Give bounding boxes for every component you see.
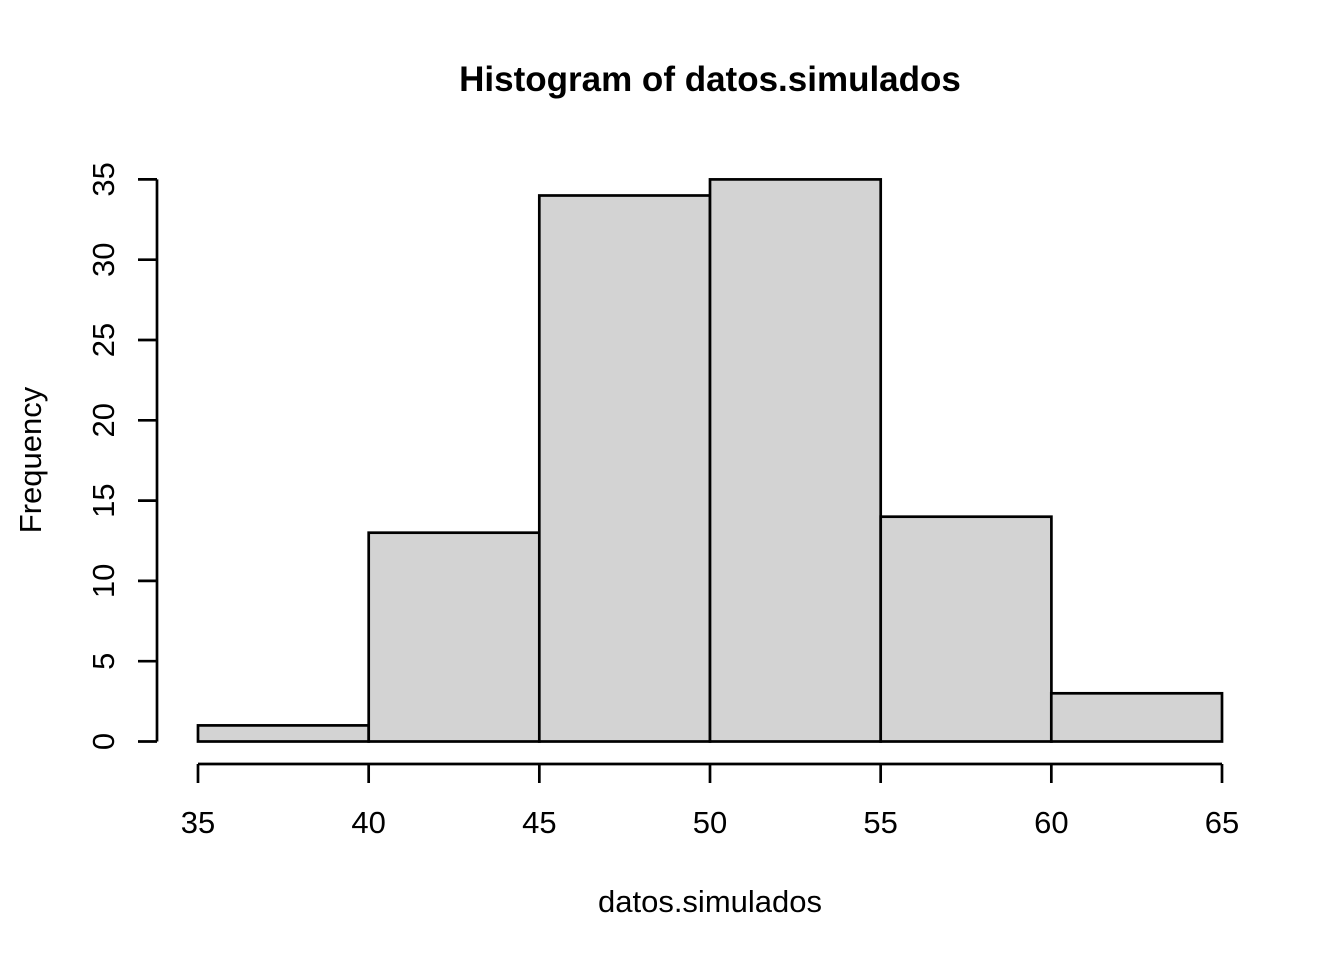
y-tick-label: 30 bbox=[86, 242, 121, 276]
y-axis-title: Frequency bbox=[13, 386, 48, 533]
chart-title: Histogram of datos.simulados bbox=[459, 60, 961, 99]
y-tick-label: 35 bbox=[86, 162, 121, 196]
y-tick-label: 5 bbox=[86, 653, 121, 670]
histogram-bar bbox=[1049, 691, 1224, 743]
x-tick-label: 55 bbox=[863, 805, 897, 840]
x-tick-label: 45 bbox=[522, 805, 556, 840]
histogram-bar bbox=[708, 178, 883, 743]
y-axis: 0 5 10 15 20 25 30 35 bbox=[86, 162, 159, 750]
x-axis-title: datos.simulados bbox=[598, 884, 822, 919]
histogram-bar bbox=[879, 515, 1053, 743]
x-tick-label: 40 bbox=[351, 805, 385, 840]
y-tick-label: 0 bbox=[86, 733, 121, 750]
x-axis: 35 40 45 50 55 60 65 bbox=[181, 762, 1239, 840]
y-tick-label: 25 bbox=[86, 323, 121, 357]
histogram-bar bbox=[196, 724, 371, 743]
histogram-bar bbox=[537, 194, 712, 743]
x-tick-label: 60 bbox=[1034, 805, 1068, 840]
x-tick-label: 35 bbox=[181, 805, 215, 840]
y-tick-label: 20 bbox=[86, 403, 121, 437]
histogram-bars bbox=[196, 178, 1224, 743]
x-tick-label: 65 bbox=[1205, 805, 1239, 840]
histogram-bar bbox=[367, 531, 541, 743]
x-tick-label: 50 bbox=[693, 805, 727, 840]
y-tick-label: 10 bbox=[86, 564, 121, 598]
y-tick-label: 15 bbox=[86, 483, 121, 517]
